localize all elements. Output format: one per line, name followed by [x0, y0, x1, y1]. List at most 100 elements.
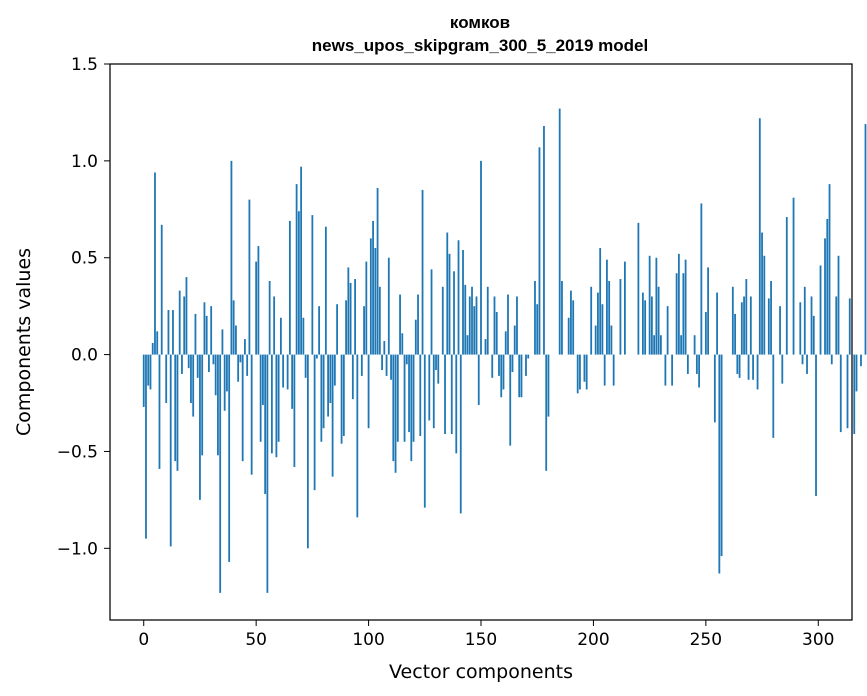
- bar: [720, 354, 723, 557]
- bar: [392, 354, 395, 462]
- bar: [199, 354, 201, 500]
- bar: [342, 354, 345, 436]
- bar: [509, 354, 512, 446]
- bar: [154, 172, 156, 355]
- bar: [378, 286, 381, 355]
- bar: [516, 296, 518, 355]
- bar: [527, 354, 530, 359]
- bar: [324, 226, 327, 355]
- bar: [226, 354, 228, 392]
- bar: [212, 354, 215, 365]
- bar: [567, 317, 570, 355]
- bar: [583, 354, 586, 382]
- x-tick-label: 100: [352, 630, 384, 650]
- bar: [365, 261, 368, 355]
- bar: [360, 354, 363, 376]
- bar: [410, 354, 413, 462]
- bar: [547, 354, 550, 417]
- bar: [480, 160, 482, 355]
- bar: [217, 354, 219, 456]
- bar: [313, 354, 316, 491]
- bar: [749, 296, 752, 355]
- y-tick-label: 0.5: [71, 249, 98, 269]
- bar: [363, 306, 365, 355]
- bar: [718, 354, 721, 574]
- bar: [300, 166, 303, 355]
- bar: [318, 306, 321, 355]
- bar: [666, 306, 669, 355]
- x-tick-label: 300: [802, 630, 834, 650]
- bar: [297, 211, 300, 355]
- bar: [437, 354, 440, 384]
- bar: [277, 354, 280, 442]
- bar: [282, 354, 285, 388]
- bar: [302, 317, 305, 355]
- bar: [405, 354, 408, 365]
- bar: [255, 261, 258, 355]
- bar: [606, 259, 608, 355]
- bar: [250, 354, 253, 475]
- bar: [824, 238, 826, 355]
- x-tick-label: 200: [577, 630, 609, 650]
- bar: [657, 286, 660, 355]
- bar: [435, 354, 437, 371]
- bar: [356, 354, 359, 518]
- bar: [655, 257, 658, 355]
- y-tick-label: 1.0: [71, 152, 98, 172]
- bar: [684, 259, 687, 355]
- bar: [246, 354, 249, 376]
- bar: [221, 329, 224, 355]
- bar: [585, 354, 588, 390]
- bar: [322, 354, 325, 429]
- bar: [511, 354, 514, 373]
- bar: [264, 354, 267, 495]
- bar: [228, 354, 231, 562]
- bar: [279, 317, 282, 355]
- bar: [810, 296, 813, 355]
- bar: [779, 306, 781, 355]
- bar: [493, 296, 496, 355]
- bar: [828, 184, 831, 355]
- x-tick-label: 250: [690, 630, 722, 650]
- bar: [473, 306, 476, 355]
- bar: [610, 325, 613, 355]
- bar: [853, 354, 856, 435]
- bar: [304, 354, 307, 378]
- x-tick-label: 150: [465, 630, 497, 650]
- bar: [149, 354, 152, 390]
- bar: [288, 220, 291, 355]
- bar: [781, 354, 784, 384]
- bar: [401, 333, 404, 355]
- bar: [855, 354, 858, 392]
- bar: [248, 199, 251, 355]
- bar: [403, 354, 406, 442]
- bar: [498, 354, 500, 376]
- bar: [864, 124, 867, 355]
- bar: [520, 354, 523, 398]
- bar: [471, 286, 473, 355]
- bar: [354, 279, 356, 355]
- bar: [695, 354, 698, 374]
- bar: [156, 331, 159, 355]
- bar: [172, 310, 174, 355]
- x-axis-label: Vector components: [389, 661, 573, 683]
- bar: [340, 354, 343, 444]
- bar: [306, 354, 309, 549]
- x-tick-label: 50: [245, 630, 267, 650]
- bar: [208, 354, 210, 373]
- bar: [192, 354, 195, 417]
- bar: [230, 160, 233, 355]
- bar: [239, 354, 242, 363]
- bar: [459, 354, 462, 514]
- bar: [331, 354, 334, 477]
- bar: [475, 296, 478, 355]
- bar: [176, 354, 179, 471]
- bar: [538, 147, 541, 355]
- x-tick-label: 0: [138, 630, 149, 650]
- bar: [142, 354, 145, 407]
- bar: [320, 354, 323, 442]
- bar: [590, 286, 593, 355]
- bar: [165, 354, 168, 404]
- bar: [534, 280, 536, 355]
- bar: [376, 187, 379, 355]
